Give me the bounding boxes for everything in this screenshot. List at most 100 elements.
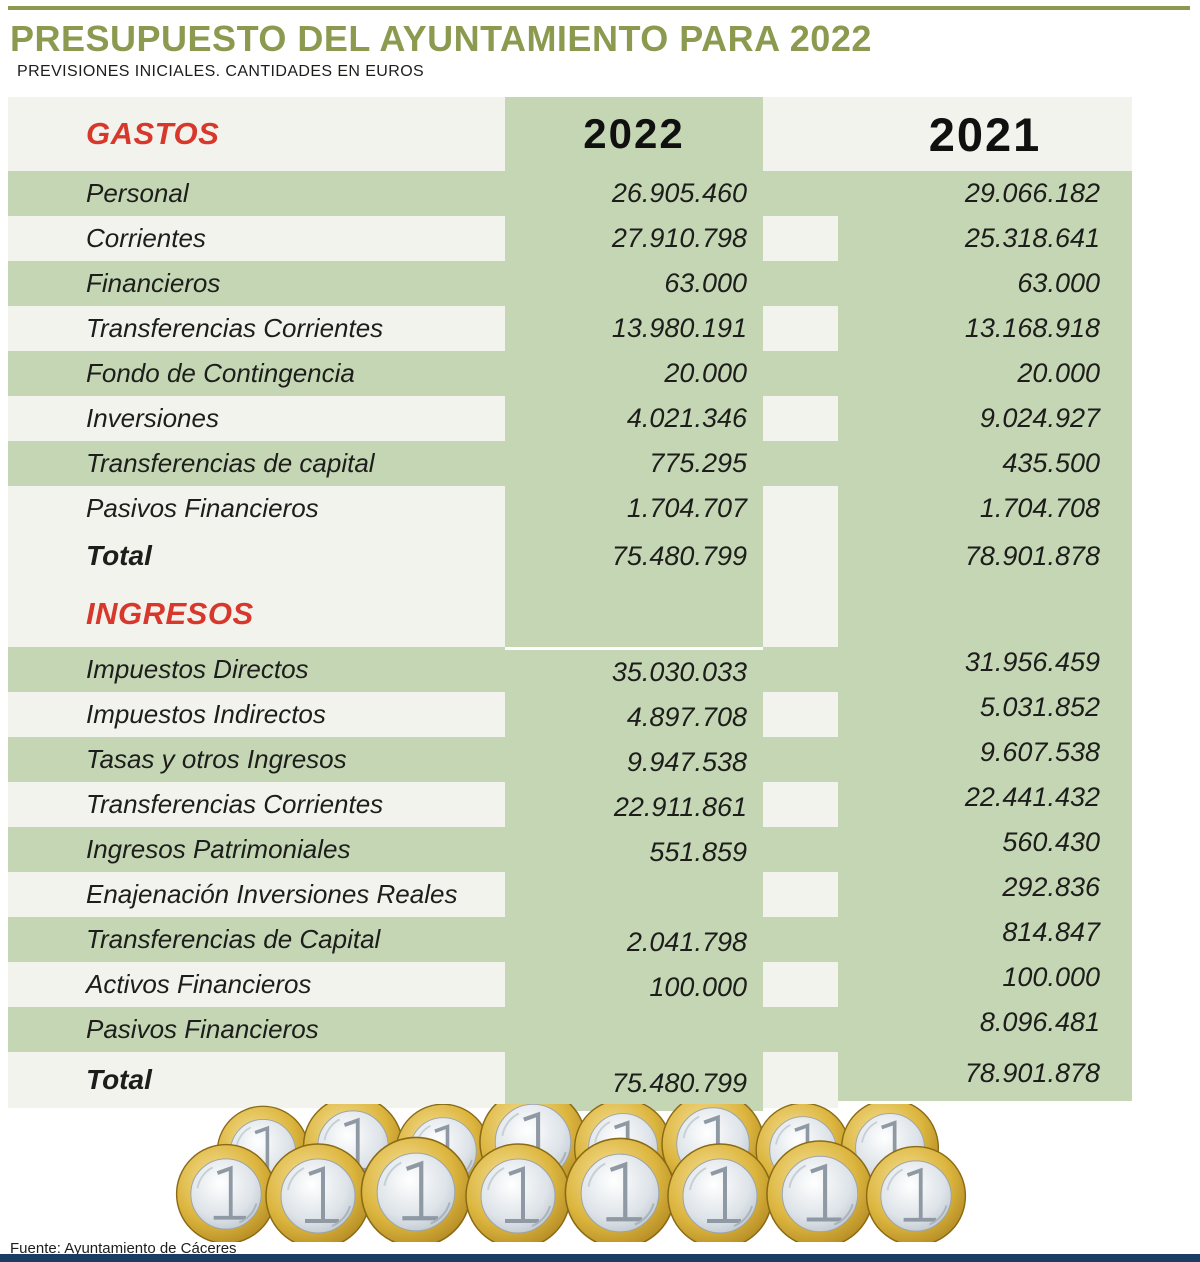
value-2022 bbox=[505, 1010, 763, 1055]
value-2021: 9.024.927 bbox=[838, 396, 1132, 441]
table-row-ingresos-patrimoniales: Ingresos Patrimoniales 551.859 560.430 bbox=[8, 820, 1132, 875]
value-2021: 29.066.182 bbox=[838, 171, 1132, 216]
value-2021: 25.318.641 bbox=[838, 216, 1132, 261]
value-2022: 4.897.708 bbox=[505, 695, 763, 740]
table-row-pasivos-financieros: Pasivos Financieros 8.096.481 bbox=[8, 1000, 1132, 1055]
value-2021: 814.847 bbox=[838, 910, 1132, 955]
value-2022: 27.910.798 bbox=[505, 216, 763, 261]
value-2021: 1.704.708 bbox=[838, 486, 1132, 531]
value-2021: 31.956.459 bbox=[838, 640, 1132, 685]
row-label: Transferencias Corrientes bbox=[8, 782, 505, 827]
gap-cell bbox=[763, 261, 838, 306]
row-label: Tasas y otros Ingresos bbox=[8, 737, 505, 782]
row-label: Ingresos Patrimoniales bbox=[8, 827, 505, 872]
gap-cell bbox=[763, 216, 838, 261]
row-label: Enajenación Inversiones Reales bbox=[8, 872, 505, 917]
value-2022: 4.021.346 bbox=[505, 396, 763, 441]
column-header-2021: 2021 bbox=[838, 97, 1132, 171]
table-row-fondo-de-contingencia: Fondo de Contingencia 20.000 20.000 bbox=[8, 351, 1132, 396]
value-2021: 9.607.538 bbox=[838, 730, 1132, 775]
bottom-bar bbox=[0, 1254, 1200, 1262]
row-label: Transferencias de capital bbox=[8, 441, 505, 486]
gap-cell bbox=[763, 531, 838, 581]
row-label: Impuestos Directos bbox=[8, 647, 505, 692]
table-row-total: Total 75.480.799 78.901.878 bbox=[8, 1045, 1132, 1111]
value-2021: 100.000 bbox=[838, 955, 1132, 1000]
table-row-total: Total 75.480.799 78.901.878 bbox=[8, 531, 1132, 581]
table-row-pasivos-financieros: Pasivos Financieros 1.704.707 1.704.708 bbox=[8, 486, 1132, 531]
section-header-ingresos: INGRESOS bbox=[8, 581, 505, 647]
row-label: Pasivos Financieros bbox=[8, 1007, 505, 1052]
value-2021: 22.441.432 bbox=[838, 775, 1132, 820]
euro-coins-illustration bbox=[174, 1104, 968, 1242]
value-2022: 100.000 bbox=[505, 965, 763, 1010]
row-label: Inversiones bbox=[8, 396, 505, 441]
ingresos-rows: Impuestos Directos 35.030.033 31.956.459 Im… bbox=[8, 640, 1132, 1111]
value-2021: 560.430 bbox=[838, 820, 1132, 865]
gap-cell bbox=[763, 171, 838, 216]
value-2022 bbox=[505, 875, 763, 920]
table-row-activos-financieros: Activos Financieros 100.000 100.000 bbox=[8, 955, 1132, 1010]
row-label: Pasivos Financieros bbox=[8, 486, 505, 531]
row-label: Transferencias Corrientes bbox=[8, 306, 505, 351]
value-2021: 13.168.918 bbox=[838, 306, 1132, 351]
value-2022: 26.905.460 bbox=[505, 171, 763, 216]
gap-cell bbox=[763, 306, 838, 351]
table-row-enajenacion-inversiones-reales: Enajenación Inversiones Reales 292.836 bbox=[8, 865, 1132, 920]
value-2021: 5.031.852 bbox=[838, 685, 1132, 730]
value-2022: 551.859 bbox=[505, 830, 763, 875]
table-row-tasas-y-otros-ingresos: Tasas y otros Ingresos 9.947.538 9.607.538 bbox=[8, 730, 1132, 785]
table-row-corrientes: Corrientes 27.910.798 25.318.641 bbox=[8, 216, 1132, 261]
gap-cell bbox=[763, 692, 838, 737]
table-row-impuestos-indirectos: Impuestos Indirectos 4.897.708 5.031.852 bbox=[8, 685, 1132, 740]
row-label: Activos Financieros bbox=[8, 962, 505, 1007]
gap-cell bbox=[763, 1052, 838, 1108]
value-2022: 1.704.707 bbox=[505, 486, 763, 531]
row-label: Personal bbox=[8, 171, 505, 216]
gap-cell bbox=[763, 917, 838, 962]
page-subtitle: PREVISIONES INICIALES. CANTIDADES EN EUR… bbox=[17, 63, 425, 80]
gap-cell bbox=[763, 737, 838, 782]
value-2021: 20.000 bbox=[838, 351, 1132, 396]
value-2022: 20.000 bbox=[505, 351, 763, 396]
value-2022: 75.480.799 bbox=[505, 531, 763, 581]
gap-cell bbox=[763, 351, 838, 396]
band-cell-2022 bbox=[505, 581, 763, 647]
ingresos-header-row: INGRESOS bbox=[8, 581, 1132, 647]
value-2021: 78.901.878 bbox=[838, 531, 1132, 581]
table-row-transferencias-de-capital: Transferencias de capital 775.295 435.500 bbox=[8, 441, 1132, 486]
value-2022: 75.480.799 bbox=[505, 1055, 763, 1111]
row-label: Total bbox=[8, 1052, 505, 1108]
gap-cell bbox=[763, 441, 838, 486]
table-row-transferencias-corrientes: Transferencias Corrientes 13.980.191 13.16… bbox=[8, 306, 1132, 351]
table-row-inversiones: Inversiones 4.021.346 9.024.927 bbox=[8, 396, 1132, 441]
source-credit: Fuente: Ayuntamiento de Cáceres bbox=[10, 1240, 237, 1257]
row-label: Transferencias de Capital bbox=[8, 917, 505, 962]
gap-cell bbox=[763, 396, 838, 441]
value-2021: 8.096.481 bbox=[838, 1000, 1132, 1045]
value-2021: 435.500 bbox=[838, 441, 1132, 486]
top-rule bbox=[8, 6, 1190, 10]
page-title: PRESUPUESTO DEL AYUNTAMIENTO PARA 2022 bbox=[10, 18, 872, 59]
section-header-gastos: GASTOS bbox=[8, 97, 505, 171]
gap-cell bbox=[763, 962, 838, 1007]
value-2021: 292.836 bbox=[838, 865, 1132, 910]
gap-cell bbox=[763, 581, 838, 647]
table-row-financieros: Financieros 63.000 63.000 bbox=[8, 261, 1132, 306]
gap-cell bbox=[763, 872, 838, 917]
value-2021: 78.901.878 bbox=[838, 1045, 1132, 1101]
gap-cell bbox=[763, 97, 838, 171]
table-row-transferencias-de-capital: Transferencias de Capital 2.041.798 814.84… bbox=[8, 910, 1132, 965]
table-row-personal: Personal 26.905.460 29.066.182 bbox=[8, 171, 1132, 216]
value-2022: 35.030.033 bbox=[505, 650, 763, 695]
gap-cell bbox=[763, 647, 838, 692]
gastos-rows: Personal 26.905.460 29.066.182 Corrientes 27… bbox=[8, 171, 1132, 581]
row-label: Impuestos Indirectos bbox=[8, 692, 505, 737]
value-2022: 22.911.861 bbox=[505, 785, 763, 830]
budget-table: GASTOS 2022 2021 Personal 26.905.460 29.06… bbox=[8, 97, 1132, 1111]
value-2022: 63.000 bbox=[505, 261, 763, 306]
value-2022: 9.947.538 bbox=[505, 740, 763, 785]
value-2022: 13.980.191 bbox=[505, 306, 763, 351]
row-label: Fondo de Contingencia bbox=[8, 351, 505, 396]
table-row-impuestos-directos: Impuestos Directos 35.030.033 31.956.459 bbox=[8, 640, 1132, 695]
